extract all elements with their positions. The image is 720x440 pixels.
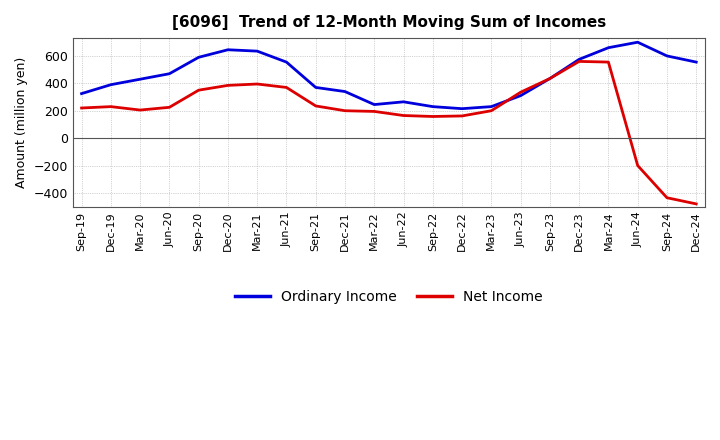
Net Income: [634, 163, 642, 168]
Net Income: [253, 81, 261, 87]
Ordinary Income: [253, 48, 261, 54]
Ordinary Income: [282, 59, 291, 65]
Line: Net Income: Net Income: [81, 62, 696, 204]
Net Income: [487, 108, 495, 114]
Title: [6096]  Trend of 12-Month Moving Sum of Incomes: [6096] Trend of 12-Month Moving Sum of I…: [172, 15, 606, 30]
Net Income: [370, 109, 379, 114]
Ordinary Income: [692, 59, 701, 65]
Net Income: [165, 105, 174, 110]
Net Income: [136, 107, 145, 113]
Ordinary Income: [487, 104, 495, 109]
Net Income: [575, 59, 583, 64]
Ordinary Income: [575, 57, 583, 62]
Ordinary Income: [516, 93, 525, 98]
Ordinary Income: [136, 77, 145, 82]
Ordinary Income: [662, 53, 671, 59]
Ordinary Income: [399, 99, 408, 104]
Ordinary Income: [194, 55, 203, 60]
Ordinary Income: [77, 91, 86, 96]
Net Income: [428, 114, 437, 119]
Net Income: [312, 103, 320, 109]
Net Income: [282, 85, 291, 90]
Ordinary Income: [604, 45, 613, 50]
Ordinary Income: [458, 106, 467, 111]
Ordinary Income: [370, 102, 379, 107]
Net Income: [662, 195, 671, 200]
Net Income: [516, 90, 525, 95]
Net Income: [546, 76, 554, 81]
Legend: Ordinary Income, Net Income: Ordinary Income, Net Income: [230, 284, 549, 309]
Net Income: [399, 113, 408, 118]
Net Income: [692, 201, 701, 206]
Net Income: [341, 108, 349, 114]
Ordinary Income: [107, 82, 115, 87]
Ordinary Income: [165, 71, 174, 77]
Net Income: [194, 88, 203, 93]
Net Income: [224, 83, 233, 88]
Ordinary Income: [341, 89, 349, 94]
Ordinary Income: [634, 40, 642, 45]
Ordinary Income: [224, 47, 233, 52]
Ordinary Income: [428, 104, 437, 109]
Net Income: [458, 113, 467, 118]
Ordinary Income: [312, 85, 320, 90]
Line: Ordinary Income: Ordinary Income: [81, 42, 696, 109]
Net Income: [604, 59, 613, 65]
Net Income: [77, 105, 86, 110]
Net Income: [107, 104, 115, 109]
Ordinary Income: [546, 76, 554, 81]
Y-axis label: Amount (million yen): Amount (million yen): [15, 57, 28, 188]
